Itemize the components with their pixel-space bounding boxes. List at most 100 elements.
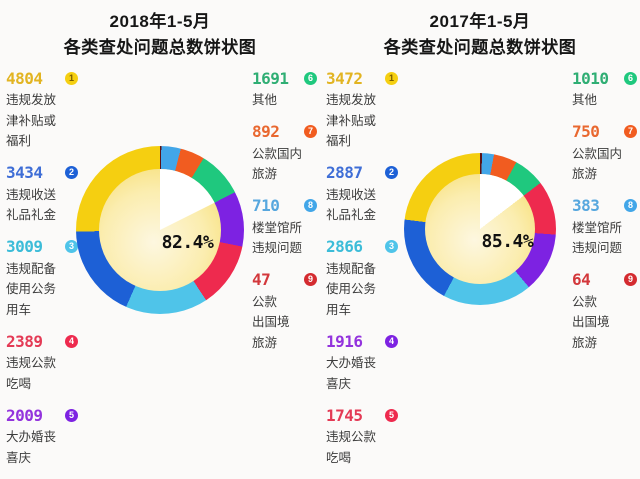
legend-item: 710 8 楼堂馆所 违规问题 <box>252 196 317 259</box>
count-value: 710 <box>252 196 280 215</box>
donut-chart: 82.4% <box>76 146 244 314</box>
legend-number-row: 2389 4 <box>6 331 78 351</box>
count-value: 47 <box>252 270 271 289</box>
legend-item: 892 7 公款国内 旅游 <box>252 122 317 185</box>
count-value: 2389 <box>6 331 43 351</box>
count-value: 892 <box>252 122 280 141</box>
legend-column-right: 1010 6 其他 750 7 公款国内 旅游 383 8 楼堂馆所 违规问题 64 9 公款 出国境 旅游 <box>572 68 637 364</box>
legend-number-row: 3472 1 <box>326 68 398 88</box>
legend-item: 3472 1 违规发放 津补贴或 福利 <box>326 68 398 152</box>
count-value: 2887 <box>326 163 363 182</box>
category-label: 违规收送 礼品礼金 <box>6 187 57 223</box>
category-label: 大办婚丧 喜庆 <box>326 356 377 391</box>
legend-item: 1916 4 大办婚丧 喜庆 <box>326 331 398 394</box>
chart-body: 3472 1 违规发放 津补贴或 福利 2887 2 违规收送 礼品礼金 2866 3 违规配备 使用公… <box>320 61 640 465</box>
legend-item: 2389 4 违规公款 吃喝 <box>6 331 78 394</box>
legend-number-row: 4804 1 <box>6 68 78 88</box>
rank-badge: 9 <box>304 273 317 286</box>
count-value: 383 <box>572 196 600 215</box>
legend-item: 47 9 公款 出国境 旅游 <box>252 270 317 354</box>
legend-item: 64 9 公款 出国境 旅游 <box>572 270 637 354</box>
center-percentage: 82.4% <box>161 231 214 253</box>
category-label: 公款 出国境 旅游 <box>572 294 610 350</box>
rank-badge: 2 <box>65 166 78 179</box>
rank-badge: 7 <box>624 125 637 138</box>
rank-badge: 8 <box>304 199 317 212</box>
legend-number-row: 3434 2 <box>6 163 78 183</box>
count-value: 1010 <box>572 68 609 88</box>
legend-number-row: 47 9 <box>252 270 317 290</box>
legend-number-row: 710 8 <box>252 196 317 216</box>
count-value: 1745 <box>326 405 363 425</box>
rank-badge: 5 <box>385 408 398 422</box>
chart-panel-2017: 2017年1-5月 各类查处问题总数饼状图 3472 1 违规发放 津补贴或 福利 288… <box>320 0 640 465</box>
legend-item: 750 7 公款国内 旅游 <box>572 122 637 185</box>
rank-badge: 3 <box>65 240 78 253</box>
category-label: 楼堂馆所 违规问题 <box>252 220 303 256</box>
legend-item: 2887 2 违规收送 礼品礼金 <box>326 163 398 226</box>
legend-number-row: 3009 3 <box>6 237 78 257</box>
category-label: 违规发放 津补贴或 福利 <box>326 93 377 148</box>
rank-badge: 6 <box>624 71 637 85</box>
count-value: 4804 <box>6 68 43 88</box>
rank-badge: 5 <box>65 408 78 422</box>
chart-title-line2: 各类查处问题总数饼状图 <box>383 38 577 57</box>
count-value: 750 <box>572 122 600 141</box>
chart-title: 2017年1-5月 各类查处问题总数饼状图 <box>320 0 640 61</box>
category-label: 其他 <box>252 93 278 107</box>
remainder-wedge <box>425 174 535 284</box>
legend-item: 2866 3 违规配备 使用公务 用车 <box>326 237 398 321</box>
count-value: 2009 <box>6 405 43 425</box>
chart-title-line1: 2017年1-5月 <box>429 12 531 31</box>
legend-number-row: 1691 6 <box>252 68 317 88</box>
legend-number-row: 2887 2 <box>326 163 398 183</box>
legend-item: 2009 5 大办婚丧 喜庆 <box>6 405 78 468</box>
center-percentage: 85.4% <box>481 230 534 252</box>
rank-badge: 3 <box>385 240 398 253</box>
legend-item: 1745 5 违规公款 吃喝 <box>326 405 398 468</box>
category-label: 违规配备 使用公务 用车 <box>326 261 377 317</box>
category-label: 大办婚丧 喜庆 <box>6 430 57 465</box>
count-value: 3434 <box>6 163 43 182</box>
legend-number-row: 64 9 <box>572 270 637 290</box>
category-label: 违规公款 吃喝 <box>6 356 57 391</box>
category-label: 违规收送 礼品礼金 <box>326 187 377 223</box>
legend-number-row: 1010 6 <box>572 68 637 88</box>
legend-number-row: 750 7 <box>572 122 637 142</box>
infographic: 2018年1-5月 各类查处问题总数饼状图 4804 1 违规发放 津补贴或 福利 343… <box>0 0 640 465</box>
category-label: 公款国内 旅游 <box>572 146 623 182</box>
category-label: 楼堂馆所 违规问题 <box>572 220 623 256</box>
legend-item: 3434 2 违规收送 礼品礼金 <box>6 163 78 226</box>
legend-number-row: 1745 5 <box>326 405 398 425</box>
legend-number-row: 383 8 <box>572 196 637 216</box>
legend-column-left: 4804 1 违规发放 津补贴或 福利 3434 2 违规收送 礼品礼金 3009 3 违规配备 使用公… <box>6 68 78 479</box>
legend-number-row: 892 7 <box>252 122 317 142</box>
category-label: 违规发放 津补贴或 福利 <box>6 93 57 148</box>
rank-badge: 6 <box>304 71 317 85</box>
category-label: 公款国内 旅游 <box>252 146 303 182</box>
legend-column-left: 3472 1 违规发放 津补贴或 福利 2887 2 违规收送 礼品礼金 2866 3 违规配备 使用公… <box>326 68 398 479</box>
rank-badge: 1 <box>65 71 78 85</box>
legend-number-row: 2009 5 <box>6 405 78 425</box>
rank-badge: 7 <box>304 125 317 138</box>
legend-number-row: 2866 3 <box>326 237 398 257</box>
legend-number-row: 1916 4 <box>326 331 398 351</box>
chart-title-line1: 2018年1-5月 <box>109 12 211 31</box>
chart-panel-2018: 2018年1-5月 各类查处问题总数饼状图 4804 1 违规发放 津补贴或 福利 343… <box>0 0 320 465</box>
rank-badge: 9 <box>624 273 637 286</box>
count-value: 2866 <box>326 237 363 256</box>
count-value: 64 <box>572 270 591 289</box>
count-value: 3009 <box>6 237 43 256</box>
legend-item: 383 8 楼堂馆所 违规问题 <box>572 196 637 259</box>
legend-item: 1010 6 其他 <box>572 68 637 111</box>
count-value: 1916 <box>326 331 363 351</box>
chart-title: 2018年1-5月 各类查处问题总数饼状图 <box>0 0 320 61</box>
donut-chart: 85.4% <box>404 153 556 305</box>
chart-title-line2: 各类查处问题总数饼状图 <box>63 38 257 57</box>
category-label: 违规公款 吃喝 <box>326 430 377 465</box>
category-label: 违规配备 使用公务 用车 <box>6 261 57 317</box>
rank-badge: 8 <box>624 199 637 212</box>
inner-pie <box>425 174 535 284</box>
rank-badge: 1 <box>385 71 398 85</box>
legend-item: 1691 6 其他 <box>252 68 317 111</box>
